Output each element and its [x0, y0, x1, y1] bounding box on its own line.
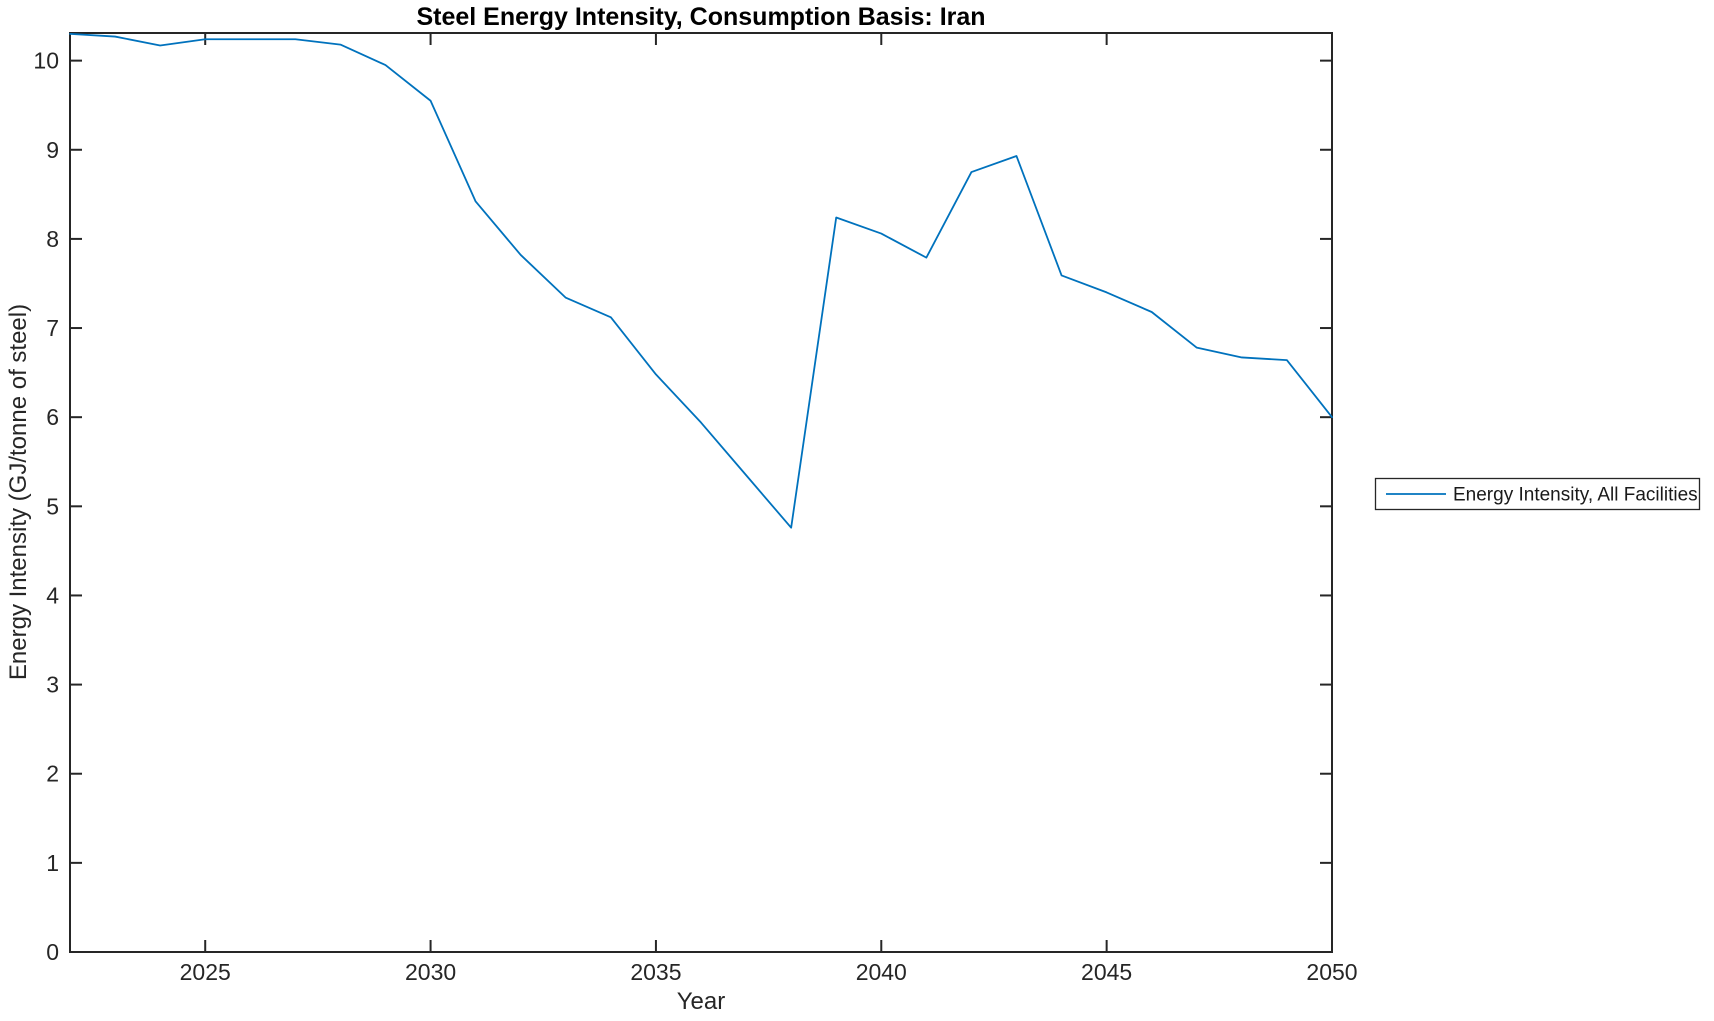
tick-labels: 2025 2030 2035 2040 2045 2050 0 1 2 3 4 5 6 7 8 9 10 — [33, 48, 1357, 985]
y-tick-label: 8 — [46, 226, 59, 252]
y-tick-label: 6 — [46, 404, 59, 430]
chart-title: Steel Energy Intensity, Consumption Basi… — [416, 3, 985, 31]
y-tick-label: 1 — [46, 850, 59, 876]
tick-marks — [70, 33, 1333, 953]
x-tick-label: 2025 — [180, 959, 231, 985]
y-tick-label: 0 — [46, 939, 59, 965]
y-tick-label: 4 — [46, 582, 59, 608]
y-tick-label: 5 — [46, 493, 59, 519]
y-tick-label: 2 — [46, 761, 59, 787]
y-axis-label: Energy Intensity (GJ/tonne of steel) — [5, 304, 32, 680]
y-tick-label: 7 — [46, 315, 59, 341]
x-tick-label: 2045 — [1081, 959, 1132, 985]
x-axis-label: Year — [677, 988, 726, 1015]
legend: Energy Intensity, All Facilities — [1374, 477, 1701, 511]
legend-label: Energy Intensity, All Facilities — [1453, 485, 1698, 506]
x-tick-label: 2040 — [856, 959, 907, 985]
energy-intensity-line — [69, 32, 1333, 529]
y-tick-label: 9 — [46, 137, 59, 163]
x-tick-label: 2035 — [630, 959, 681, 985]
x-tick-label: 2050 — [1306, 959, 1357, 985]
x-tick-label: 2030 — [405, 959, 456, 985]
plot-border — [69, 32, 1333, 953]
y-tick-label: 3 — [46, 672, 59, 698]
y-tick-label: 10 — [33, 48, 59, 74]
